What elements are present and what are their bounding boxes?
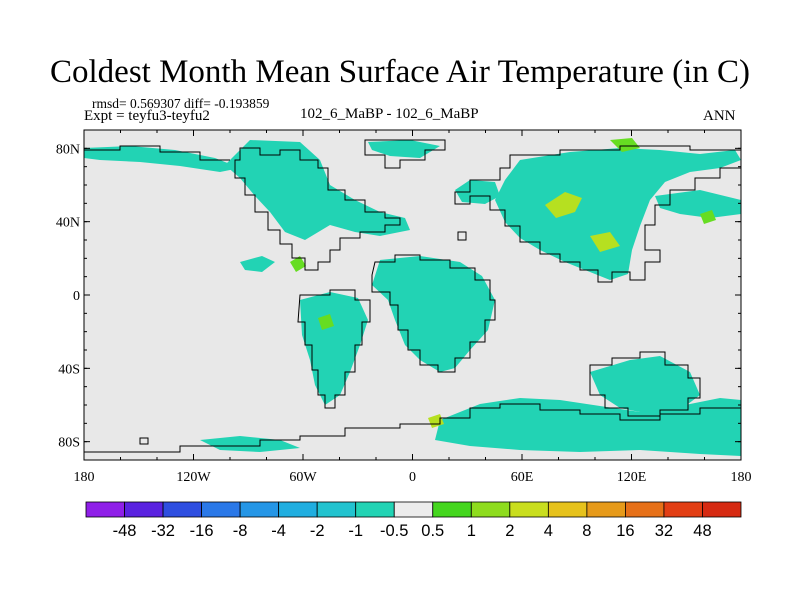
season-label: ANN — [703, 108, 736, 124]
anomaly-patch-australia — [590, 356, 700, 414]
anomaly-patch-eurasia — [495, 148, 741, 280]
anomaly-patch-south-america — [300, 292, 368, 405]
colorbar-label: 32 — [655, 522, 673, 540]
colorbar-label: -48 — [113, 522, 137, 540]
coastline-antarctica — [84, 403, 741, 453]
y-tick-label: 0 — [73, 289, 80, 304]
colorbar-box — [316, 501, 357, 518]
colorbar-label: -32 — [151, 522, 175, 540]
anomaly-patch-arctic-west — [84, 146, 240, 172]
colorbar-label: 4 — [544, 522, 553, 540]
anomaly-patch-east-asia — [655, 190, 741, 218]
positive-patch-siberia — [610, 138, 640, 152]
colorbar-label: 1 — [467, 522, 476, 540]
anomaly-patch-greenland — [368, 140, 440, 158]
stats-line: rmsd= 0.569307 diff= -0.193859 — [92, 96, 270, 111]
colorbar-label: -8 — [233, 522, 248, 540]
positive-patch-north-america — [290, 256, 306, 272]
coastline-small-island — [457, 231, 467, 241]
colorbar-box — [124, 501, 164, 518]
colorbar-box — [547, 501, 588, 518]
colorbar-box — [393, 501, 434, 518]
longitude-tick-labels: 180 120W 60W 0 60E 120E 180 — [74, 470, 752, 485]
x-tick-label: 120W — [176, 470, 211, 485]
colorbar-boxes — [85, 501, 742, 518]
colorbar-label: -1 — [348, 522, 363, 540]
y-tick-label: 40S — [58, 362, 80, 377]
colorbar-box — [239, 501, 280, 518]
colorbar-label: -16 — [190, 522, 214, 540]
x-tick-label: 60E — [511, 470, 534, 485]
colorbar-box — [201, 501, 241, 518]
coastline-arctic-islands — [84, 145, 230, 161]
colorbar: -48 -32 -16 -8 -4 -2 -1 -0.5 0.5 1 2 4 8 16 32 48 — [85, 501, 742, 540]
coastline-africa — [371, 254, 496, 373]
anomaly-patch-europe — [455, 180, 500, 204]
colorbar-label: 48 — [693, 522, 711, 540]
x-tick-label: 60W — [289, 470, 317, 485]
case-label: 102_6_MaBP - 102_6_MaBP — [300, 106, 479, 122]
positive-patch-central-asia — [545, 192, 582, 218]
experiment-label: Expt = teyfu3-teyfu2 — [84, 108, 210, 124]
colorbar-box — [162, 501, 202, 518]
colorbar-box — [432, 501, 472, 518]
colorbar-box — [85, 501, 125, 518]
colorbar-label: 8 — [582, 522, 591, 540]
colorbar-box — [702, 501, 742, 518]
coastline-eurasia — [454, 145, 742, 283]
coastlines — [84, 139, 742, 453]
y-tick-label: 40N — [56, 216, 80, 231]
colorbar-label: -2 — [310, 522, 325, 540]
colorbar-labels: -48 -32 -16 -8 -4 -2 -1 -0.5 0.5 1 2 4 8 16 32 48 — [113, 522, 712, 540]
colorbar-label: 16 — [616, 522, 634, 540]
x-tick-label: 0 — [409, 470, 416, 485]
coastline-greenland — [364, 139, 446, 169]
positive-patch-south-america — [318, 314, 334, 330]
coastline-australia — [589, 351, 701, 417]
anomaly-patch-north-america — [225, 140, 410, 240]
colorbar-label: -4 — [271, 522, 286, 540]
coastline-south-america — [297, 289, 371, 409]
anomaly-patch-africa — [372, 256, 495, 372]
colorbar-box — [586, 501, 626, 518]
axis-ticks — [83, 130, 742, 460]
coastline-north-america — [234, 147, 401, 271]
positive-patch-china — [590, 232, 620, 252]
colorbar-label: -0.5 — [380, 522, 408, 540]
map-plot-area: 80N 40N 0 40S 80S 180 120W 60W 0 60E 120E 180 — [56, 129, 752, 485]
colorbar-box — [355, 501, 395, 518]
colorbar-box — [625, 501, 665, 518]
x-tick-label: 120E — [617, 470, 647, 485]
colorbar-box — [278, 501, 318, 518]
colorbar-box — [663, 501, 703, 518]
x-tick-label: 180 — [74, 470, 95, 485]
colorbar-box — [470, 501, 511, 518]
positive-patch-east-asia — [700, 210, 716, 224]
latitude-tick-labels: 80N 40N 0 40S 80S — [56, 142, 80, 450]
colorbar-label: 0.5 — [421, 522, 444, 540]
coastline-small-island — [139, 437, 149, 445]
anomaly-field — [84, 138, 741, 456]
y-tick-label: 80N — [56, 142, 80, 157]
anomaly-patch-pacific — [240, 256, 275, 272]
x-tick-label: 180 — [731, 470, 752, 485]
y-tick-label: 80S — [58, 436, 80, 451]
colorbar-box — [509, 501, 549, 518]
colorbar-label: 2 — [505, 522, 514, 540]
anomaly-patch-antarctica — [435, 398, 741, 456]
chart-title: Coldest Month Mean Surface Air Temperatu… — [50, 54, 750, 90]
